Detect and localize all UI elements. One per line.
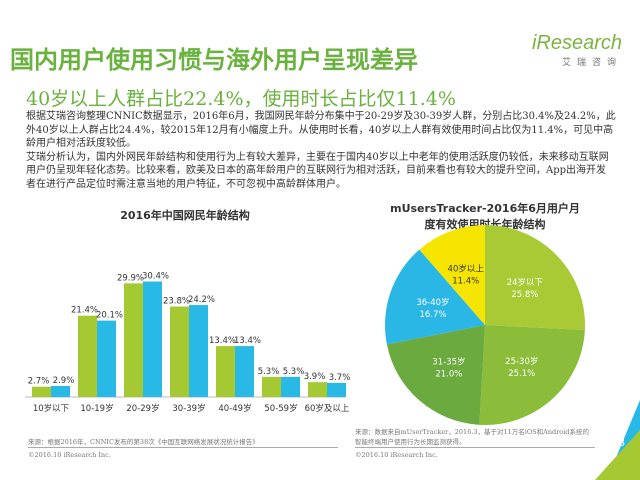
paragraph-2: 艾瑞分析认为，国内外网民年龄结构和使用行为上有较大差异，主要在于国内40岁以上中… [26,151,609,190]
bar-2016.06 [235,346,254,397]
x-tick-label: 40-49岁 [218,403,251,414]
bar-2015.12 [262,376,281,397]
data-label: 24.2% [188,295,215,305]
logo: iResearch 艾瑞咨询 [532,32,622,68]
logo-subtext: 艾瑞咨询 [561,58,622,68]
slice-label: 31-35岁 [432,356,465,367]
data-label: 3.9% [304,372,326,382]
data-label: 13.4% [209,336,236,346]
data-label: 5.3% [283,367,305,377]
data-label: 23.8% [163,297,190,307]
bar-2016.06 [189,305,208,397]
data-label: 3.7% [329,373,350,383]
slice-value: 21.0% [435,369,462,379]
bar-2016.06 [143,281,162,397]
pie-slice-40岁以上 [419,225,485,325]
slice-label: 24岁以下 [507,277,544,288]
bar-2016.06 [281,376,300,397]
slice-label: 40岁以上 [448,263,485,274]
bar-2015.12 [170,306,189,397]
data-label: 5.3% [258,367,280,377]
data-label: 2.7% [28,377,50,387]
pie-slice-24岁以下 [485,225,585,331]
x-tick-label: 50-59岁 [264,403,297,414]
data-label: 2.9% [53,376,75,386]
copyright-left: ©2016.10 iResearch Inc. [28,451,111,459]
divider [355,447,595,448]
x-tick-label: 30-39岁 [172,403,205,414]
bar-2015.12 [32,386,51,397]
bar-2016.06 [327,382,346,397]
pie-chart-title: mUsersTracker-2016年6月用户月度有效使用时长年龄结构 [390,202,580,231]
source-right: 来源：数据来自mUserTracker，2016.3，基于对11万名iOS和An… [355,428,589,446]
page-title: 国内用户使用习惯与海外用户呈现差异 [10,46,418,74]
bar-2015.12 [216,346,235,397]
x-tick-label: 60岁及以上 [305,403,350,414]
pie-slice-25-30岁 [479,325,585,425]
pie-chart: 24岁以下 25.8% 25-30岁 25.1% 31-35岁 21.0% 36-40岁 16… [385,225,585,425]
pie-slice-31-35岁 [386,325,485,425]
slice-label: 25-30岁 [505,356,538,367]
data-label: 30.4% [142,271,169,281]
body-text: 根据艾瑞咨询整理CNNIC数据显示，2016年6月，我国网民年龄分布集中于20-… [26,110,616,191]
slice-value: 25.1% [508,369,535,379]
page-number: 8 [618,436,625,449]
logo-text: iResearch [531,32,622,54]
bar-2015.12 [78,315,97,397]
data-label: 20.1% [96,311,123,321]
divider [28,447,338,448]
slice-value: 16.7% [419,310,446,320]
bar-2015.12 [308,382,327,397]
bar-chart-title: 2016年中国网民年龄结构 [120,209,250,222]
data-label: 13.4% [234,336,261,346]
bar-2016.06 [51,385,70,397]
data-label: 29.9% [117,273,144,283]
x-tick-label: 10-19岁 [80,403,113,414]
source-left: 来源：根据2016年，CNNIC发布的第38次《中国互联网络发展状况统计报告》 [28,438,259,446]
pie-slice-36-40岁 [385,249,485,345]
copyright-right: ©2016.10 iResearch Inc. [355,451,438,459]
page-subtitle: 40岁以上人群占比22.4%，使用时长占比仅11.4% [26,88,456,110]
slice-label: 36-40岁 [416,297,449,308]
bar-2015.12 [124,283,143,397]
x-tick-label: 10岁以下 [33,403,70,414]
paragraph-1: 根据艾瑞咨询整理CNNIC数据显示，2016年6月，我国网民年龄分布集中于20-… [26,111,616,149]
bar-chart: 2.7% 2.9% 10岁以下 21.4%20.1% 10-19岁 29.9%30.4% 2… [25,271,350,414]
slice-value: 25.8% [511,290,538,300]
data-label: 21.4% [71,306,98,316]
slice-value: 11.4% [452,276,479,286]
x-tick-label: 20-29岁 [126,403,159,414]
bar-2016.06 [97,320,116,397]
corner-decoration [595,400,640,480]
